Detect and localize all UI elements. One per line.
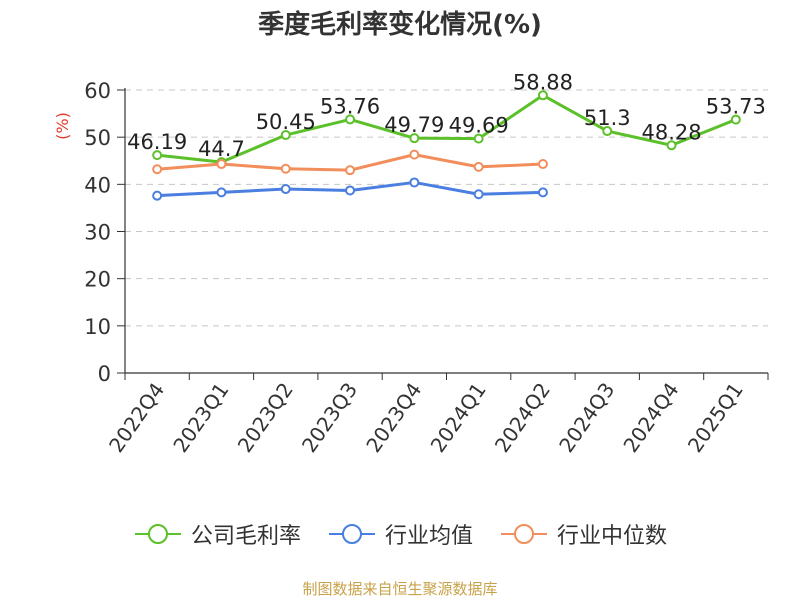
data-point: [537, 159, 548, 170]
y-tick-label: 30: [84, 221, 111, 245]
data-label: 44.7: [198, 137, 245, 161]
legend-marker-icon: [328, 524, 375, 544]
x-tick-label: 2023Q4: [361, 378, 426, 457]
legend-circle: [147, 524, 168, 544]
legend-item[interactable]: 行业均值: [327, 518, 473, 550]
x-tick-label: 2023Q2: [233, 378, 298, 457]
data-point: [152, 164, 163, 175]
data-point: [666, 140, 677, 151]
data-point: [216, 187, 227, 198]
source-note: 制图数据来自恒生聚源数据库: [302, 580, 498, 598]
y-tick-label: 60: [84, 79, 111, 103]
data-point: [280, 130, 291, 141]
data-point: [409, 133, 420, 144]
legend-label: 行业均值: [384, 524, 473, 549]
y-tick-label: 20: [84, 268, 111, 292]
x-tick-label: 2022Q4: [104, 378, 169, 457]
y-axis-label: (%): [53, 112, 72, 140]
data-label: 58.88: [513, 70, 573, 94]
legend-marker-icon: [501, 524, 547, 544]
legend: 公司毛利率 行业均值 行业中位数: [0, 518, 800, 550]
data-point: [280, 184, 291, 195]
x-tick-label: 2024Q1: [426, 378, 491, 457]
legend-circle: [341, 524, 362, 544]
legend-label: 公司毛利率: [190, 524, 301, 549]
data-point: [473, 133, 484, 144]
legend-item[interactable]: 行业中位数: [499, 518, 667, 550]
data-label: 46.19: [127, 130, 187, 154]
data-point: [152, 150, 163, 161]
data-label: 49.69: [449, 114, 509, 138]
data-label: 50.45: [256, 110, 316, 134]
data-label: 53.73: [706, 95, 766, 119]
data-point: [602, 126, 613, 137]
data-label: 53.76: [320, 94, 380, 118]
x-tick-label: 2023Q1: [168, 378, 233, 457]
x-tick-label: 2025Q1: [683, 378, 748, 457]
y-tick-label: 10: [84, 315, 111, 339]
data-point: [280, 163, 291, 174]
data-point: [216, 159, 227, 170]
x-tick-label: 2024Q2: [490, 378, 555, 457]
data-point: [409, 177, 420, 188]
y-tick-label: 0: [98, 362, 111, 386]
y-tick-label: 50: [84, 126, 111, 150]
data-point: [152, 190, 163, 201]
x-tick-label: 2024Q3: [554, 378, 619, 457]
chart-title: 季度毛利率变化情况(%): [258, 10, 542, 40]
legend-label: 行业中位数: [557, 524, 668, 549]
data-label: 51.3: [584, 106, 631, 130]
legend-marker-icon: [134, 524, 181, 544]
legend-circle: [514, 524, 534, 544]
x-tick-label: 2023Q3: [297, 378, 362, 457]
data-label: 48.28: [641, 120, 701, 144]
data-point: [345, 185, 356, 196]
data-point: [473, 161, 484, 172]
legend-item[interactable]: 公司毛利率: [133, 518, 301, 550]
y-tick-label: 40: [84, 173, 111, 197]
data-point: [345, 165, 356, 176]
series-line: [156, 93, 737, 164]
data-point: [537, 187, 548, 198]
data-point: [537, 90, 548, 101]
data-point: [345, 114, 356, 125]
data-point: [473, 189, 484, 200]
x-tick-label: 2024Q4: [618, 378, 683, 457]
data-point: [730, 114, 741, 125]
series-lines: [152, 90, 741, 201]
data-point: [409, 149, 420, 160]
data-label: 49.79: [384, 113, 444, 137]
